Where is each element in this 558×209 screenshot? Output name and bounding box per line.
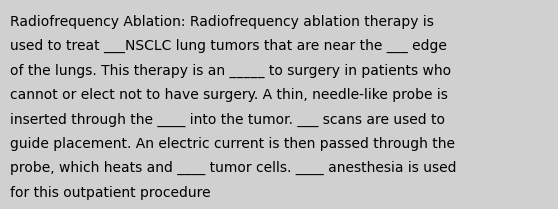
Text: inserted through the ____ into the tumor. ___ scans are used to: inserted through the ____ into the tumor…	[10, 112, 445, 127]
Text: cannot or elect not to have surgery. A thin, needle-like probe is: cannot or elect not to have surgery. A t…	[10, 88, 448, 102]
Text: for this outpatient procedure: for this outpatient procedure	[10, 186, 211, 200]
Text: of the lungs. This therapy is an _____ to surgery in patients who: of the lungs. This therapy is an _____ t…	[10, 64, 451, 78]
Text: used to treat ___NSCLC lung tumors that are near the ___ edge: used to treat ___NSCLC lung tumors that …	[10, 39, 447, 53]
Text: guide placement. An electric current is then passed through the: guide placement. An electric current is …	[10, 137, 455, 151]
Text: Radiofrequency Ablation: Radiofrequency ablation therapy is: Radiofrequency Ablation: Radiofrequency …	[10, 15, 434, 29]
Text: probe, which heats and ____ tumor cells. ____ anesthesia is used: probe, which heats and ____ tumor cells.…	[10, 161, 456, 176]
